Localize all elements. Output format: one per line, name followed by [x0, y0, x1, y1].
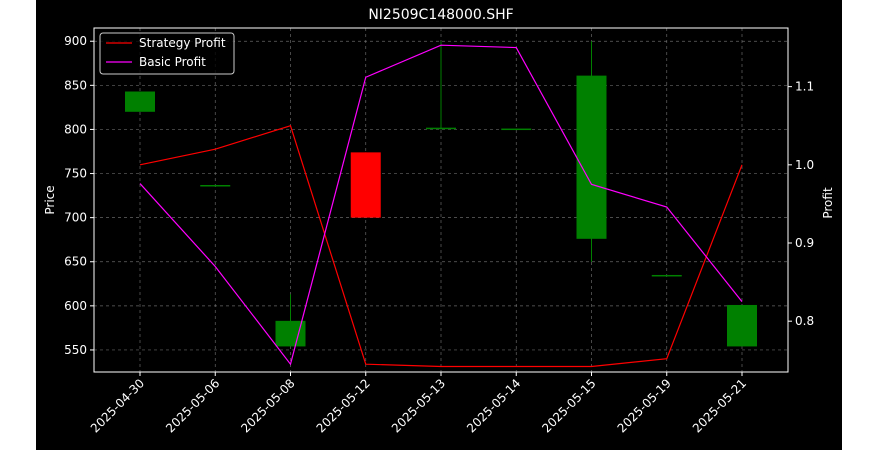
- x-axis: 2025-04-30 2025-05-06 2025-05-08 2025-05-12…: [88, 372, 749, 435]
- x-tick-label: 2025-05-14: [464, 376, 523, 435]
- candle-body: [350, 152, 381, 218]
- candlestick-chart: NI2509C148000.SHF 2025-04-30 2025-05-06 20…: [43, 7, 835, 435]
- legend: Strategy Profit Basic Profit: [99, 32, 235, 75]
- y-axis-right: 0.8 0.9 1.0 1.1: [788, 80, 814, 328]
- candle-body: [125, 91, 155, 112]
- legend-label-basic-profit: Basic Profit: [139, 55, 206, 69]
- x-tick-label: 2025-05-13: [389, 376, 448, 435]
- x-tick-label: 2025-05-08: [238, 376, 297, 435]
- y-axis-left: 550 600 650 700 750 800 850 900: [64, 34, 94, 357]
- chart-figure: NI2509C148000.SHF 2025-04-30 2025-05-06 20…: [36, 0, 842, 450]
- x-tick-label: 2025-05-06: [163, 376, 222, 435]
- y-left-tick-label: 550: [64, 343, 87, 357]
- strategy-profit-line: [139, 124, 743, 368]
- y-right-tick-label: 1.0: [795, 158, 814, 172]
- y-left-tick-label: 800: [64, 122, 87, 136]
- grid: [94, 28, 788, 372]
- x-tick-label: 2025-05-19: [615, 376, 674, 435]
- chart-title: NI2509C148000.SHF: [368, 7, 513, 23]
- y-left-tick-label: 600: [64, 299, 87, 313]
- y-left-tick-label: 900: [64, 34, 87, 48]
- y-left-tick-label: 650: [64, 255, 87, 269]
- candle-body: [426, 127, 456, 130]
- y-left-tick-label: 700: [64, 211, 87, 225]
- y-left-tick-label: 750: [64, 167, 87, 181]
- y-axis-right-label: Profit: [821, 187, 835, 219]
- y-right-tick-label: 0.8: [795, 314, 814, 328]
- y-axis-left-label: Price: [43, 185, 57, 214]
- candles: [125, 41, 757, 347]
- legend-label-strategy-profit: Strategy Profit: [139, 36, 226, 50]
- x-tick-label: 2025-05-15: [539, 376, 598, 435]
- profit-lines: [139, 44, 743, 368]
- y-right-tick-label: 0.9: [795, 236, 814, 250]
- x-tick-label: 2025-05-21: [690, 376, 749, 435]
- x-tick-label: 2025-04-30: [88, 376, 147, 435]
- basic-profit-line: [139, 44, 743, 366]
- y-right-tick-label: 1.1: [795, 80, 814, 94]
- candle-body: [200, 185, 231, 187]
- candle-body: [501, 128, 532, 131]
- candle-body: [727, 304, 757, 347]
- y-left-tick-label: 850: [64, 78, 87, 92]
- candle-body: [576, 75, 607, 239]
- candle-body: [651, 274, 682, 277]
- legend-box: [99, 32, 235, 75]
- x-tick-label: 2025-05-12: [314, 376, 373, 435]
